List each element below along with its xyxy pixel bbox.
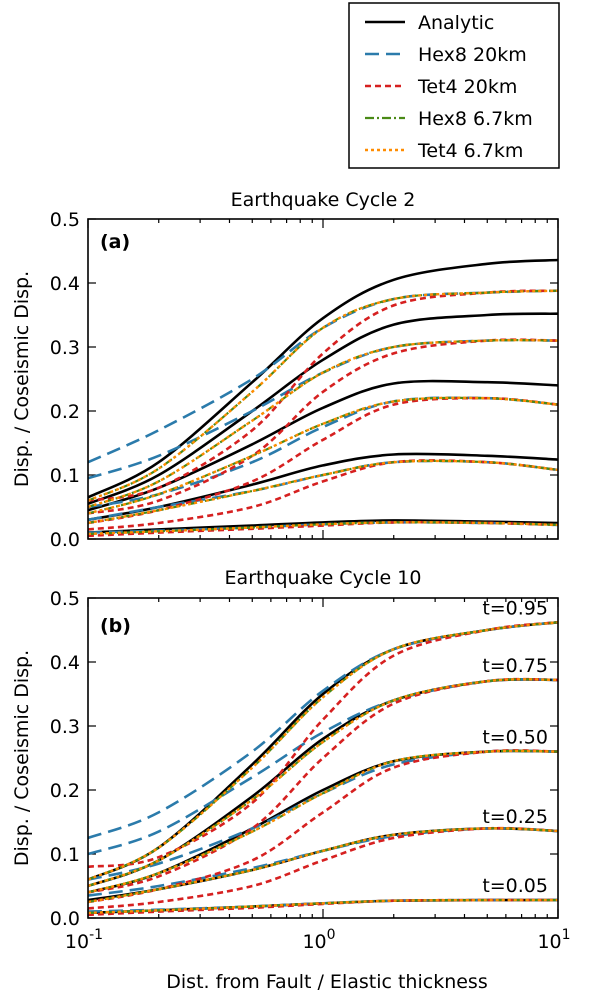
panel-b-label: (b) bbox=[100, 615, 131, 637]
series-a-hex8-6-7km-curve-5 bbox=[87, 289, 559, 502]
legend-entry-5: Tet4 6.7km bbox=[365, 140, 523, 162]
y-axis-label-a: Disp. / Coseismic Disp. bbox=[11, 271, 33, 487]
series-b-hex8-6-7km-curve-4 bbox=[87, 678, 559, 888]
series-a-tet4-6-7km-curve-1 bbox=[87, 521, 559, 536]
series-b-tet4-6-7km-curve-2 bbox=[87, 827, 559, 904]
legend-entry-1: Analytic bbox=[365, 12, 494, 34]
legend-label-5: Tet4 6.7km bbox=[417, 140, 523, 162]
ytick-label-a-4: 0.4 bbox=[50, 273, 80, 295]
series-a-hex8-6-7km-curve-2 bbox=[87, 459, 559, 525]
series-a-tet4-20km-curve-4 bbox=[87, 338, 559, 515]
time-label-5: t=0.05 bbox=[482, 875, 548, 897]
series-b-hex8-6-7km-curve-1 bbox=[87, 898, 559, 914]
legend-entry-4: Hex8 6.7km bbox=[365, 108, 533, 130]
ytick-label-a-3: 0.3 bbox=[50, 337, 80, 359]
series-a-analytic-curve-4 bbox=[87, 312, 559, 506]
series-b-tet4-20km-curve-2 bbox=[87, 826, 559, 910]
xtick-label-2: 101 bbox=[537, 927, 570, 953]
legend: Analytic Hex8 20km Tet4 20km Hex8 6.7km Tet4… bbox=[348, 2, 560, 169]
series-a-analytic-curve-3 bbox=[87, 379, 559, 512]
series-b-tet4-6-7km-curve-5 bbox=[87, 621, 559, 881]
series-b-tet4-6-7km-curve-1 bbox=[87, 898, 559, 915]
ytick-label-b-4: 0.4 bbox=[50, 652, 80, 674]
legend-entry-2: Hex8 20km bbox=[365, 44, 527, 66]
ytick-label-b-2: 0.2 bbox=[50, 780, 80, 802]
series-a-tet4-20km-curve-1 bbox=[87, 520, 559, 538]
panel-b-axes-frame bbox=[87, 597, 559, 919]
y-axis-label-b: Disp. / Coseismic Disp. bbox=[11, 650, 33, 866]
xtick-label-0: 10-1 bbox=[65, 927, 103, 953]
legend-label-1: Analytic bbox=[418, 12, 494, 34]
series-a-hex8-20km-curve-3 bbox=[87, 396, 559, 509]
series-a-tet4-20km-curve-2 bbox=[87, 459, 559, 531]
series-b-analytic-curve-4 bbox=[87, 678, 559, 888]
legend-label-2: Hex8 20km bbox=[418, 44, 527, 66]
series-b-tet4-6-7km-curve-3 bbox=[87, 749, 559, 894]
series-a-tet4-20km-curve-3 bbox=[87, 396, 559, 525]
series-a-tet4-6-7km-curve-2 bbox=[87, 459, 559, 525]
ytick-label-b-5: 0.5 bbox=[50, 588, 80, 610]
xtick-label-1: 100 bbox=[302, 927, 335, 953]
series-b-hex8-20km-curve-4 bbox=[87, 678, 559, 856]
legend-label-4: Hex8 6.7km bbox=[418, 108, 533, 130]
panel-b: Earthquake Cycle 10 0.0 0.1 0.2 0.3 0.4 0.5 10… bbox=[50, 567, 571, 953]
time-label-3: t=0.50 bbox=[482, 727, 548, 749]
series-a-tet4-6-7km-curve-5 bbox=[87, 289, 559, 502]
series-a-hex8-6-7km-curve-1 bbox=[87, 521, 559, 535]
series-a-tet4-6-7km-curve-3 bbox=[87, 396, 559, 515]
panel-a-label: (a) bbox=[100, 231, 130, 253]
legend-frame bbox=[348, 2, 560, 169]
series-a-tet4-6-7km-curve-4 bbox=[87, 338, 559, 509]
panel-a-axes-frame bbox=[87, 218, 559, 540]
ytick-label-a-0: 0.0 bbox=[50, 529, 80, 551]
ytick-label-a-2: 0.2 bbox=[50, 401, 80, 423]
panel-a-title: Earthquake Cycle 2 bbox=[231, 189, 416, 211]
panel-b-title: Earthquake Cycle 10 bbox=[225, 567, 422, 589]
ytick-label-b-3: 0.3 bbox=[50, 716, 80, 738]
series-b-tet4-6-7km-curve-4 bbox=[87, 678, 559, 888]
series-a-analytic-curve-5 bbox=[87, 258, 559, 499]
legend-entry-3: Tet4 20km bbox=[365, 76, 517, 98]
x-axis-label: Dist. from Fault / Elastic thickness bbox=[166, 971, 487, 993]
panel-a: Earthquake Cycle 2 0.0 0.1 0.2 0.3 0.4 0.5 (a… bbox=[50, 189, 559, 551]
ytick-label-a-1: 0.1 bbox=[50, 465, 80, 487]
series-a-hex8-20km-curve-5 bbox=[87, 289, 559, 464]
ytick-label-a-5: 0.5 bbox=[50, 209, 80, 231]
ytick-label-b-0: 0.0 bbox=[50, 908, 80, 930]
time-label-4: t=0.25 bbox=[482, 806, 548, 828]
series-b-hex8-20km-curve-5 bbox=[87, 621, 559, 840]
series-a-tet4-20km-curve-5 bbox=[87, 289, 559, 502]
time-label-1: t=0.95 bbox=[482, 597, 548, 619]
legend-label-3: Tet4 20km bbox=[417, 76, 517, 98]
ytick-label-b-1: 0.1 bbox=[50, 844, 80, 866]
time-label-2: t=0.75 bbox=[482, 655, 548, 677]
